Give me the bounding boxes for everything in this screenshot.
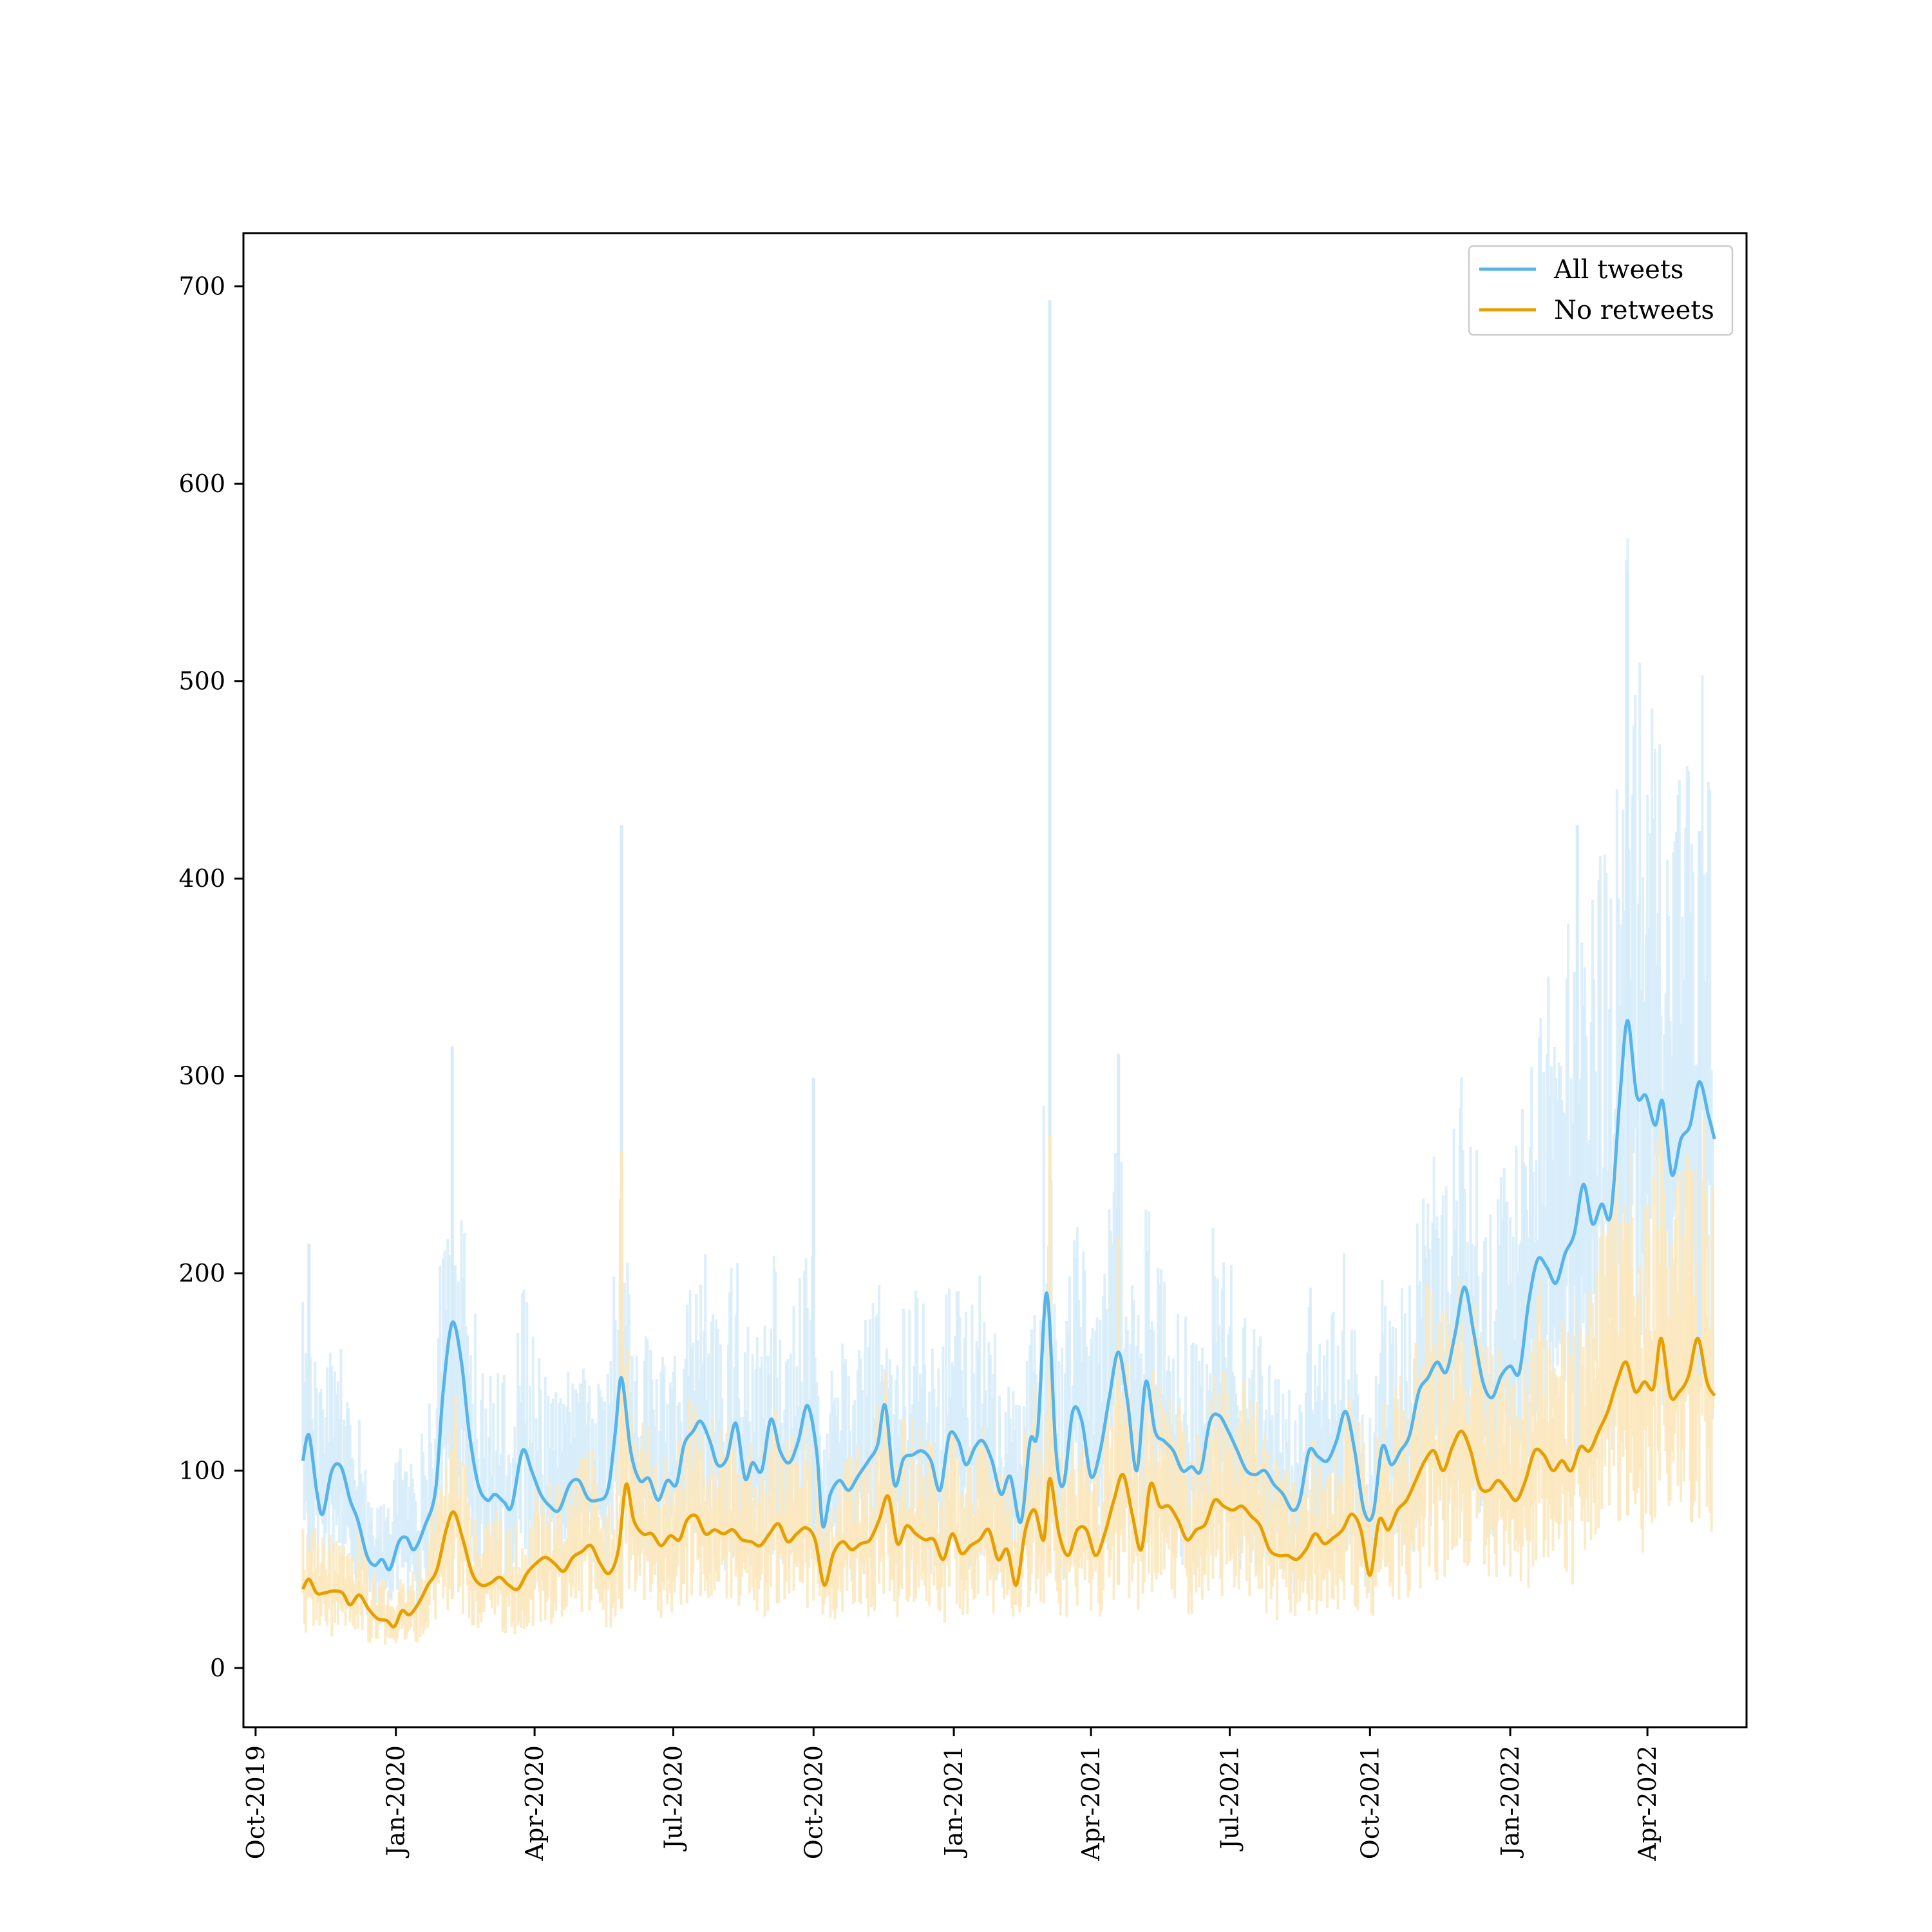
x-tick-label: Oct-2021 xyxy=(1356,1745,1384,1859)
y-tick-label: 500 xyxy=(178,667,225,696)
x-tick-label: Apr-2021 xyxy=(1077,1745,1105,1861)
x-tick-label: Jan-2022 xyxy=(1496,1745,1524,1859)
x-tick-label: Jan-2020 xyxy=(382,1745,410,1859)
x-tick-label: Jul-2021 xyxy=(1216,1745,1244,1852)
x-tick-label: Oct-2020 xyxy=(799,1745,828,1859)
series-line-all-tweets xyxy=(301,1019,1716,1572)
legend-label-no-retweets: No retweets xyxy=(1554,296,1714,325)
raw-daily-series-layer xyxy=(301,300,1714,1645)
series-line-no-retweets xyxy=(301,1336,1716,1629)
y-tick-label: 200 xyxy=(178,1259,225,1287)
smoothed-series-layer xyxy=(301,1019,1716,1629)
x-tick-label: Jan-2021 xyxy=(940,1745,968,1859)
legend: All tweets No retweets xyxy=(1468,245,1734,336)
y-tick-label: 700 xyxy=(178,272,225,301)
x-tick-label: Jul-2020 xyxy=(659,1745,688,1852)
y-tick-label: 400 xyxy=(178,864,225,893)
y-tick-label: 0 xyxy=(210,1654,225,1682)
x-tick-label: Apr-2020 xyxy=(520,1745,549,1861)
y-tick-label: 600 xyxy=(178,469,225,498)
y-tick-label: 100 xyxy=(178,1457,225,1485)
y-tick-label: 300 xyxy=(178,1062,225,1090)
plot-area-frame xyxy=(242,232,1748,1728)
axes-layer: 0 100 200 300 400 500 600 700 Oct-2019 Jan-2020 Ap… xyxy=(178,272,1662,1862)
x-tick-label: Apr-2022 xyxy=(1633,1745,1662,1861)
x-tick-label: Oct-2019 xyxy=(242,1745,270,1859)
legend-label-all-tweets: All tweets xyxy=(1553,255,1683,285)
